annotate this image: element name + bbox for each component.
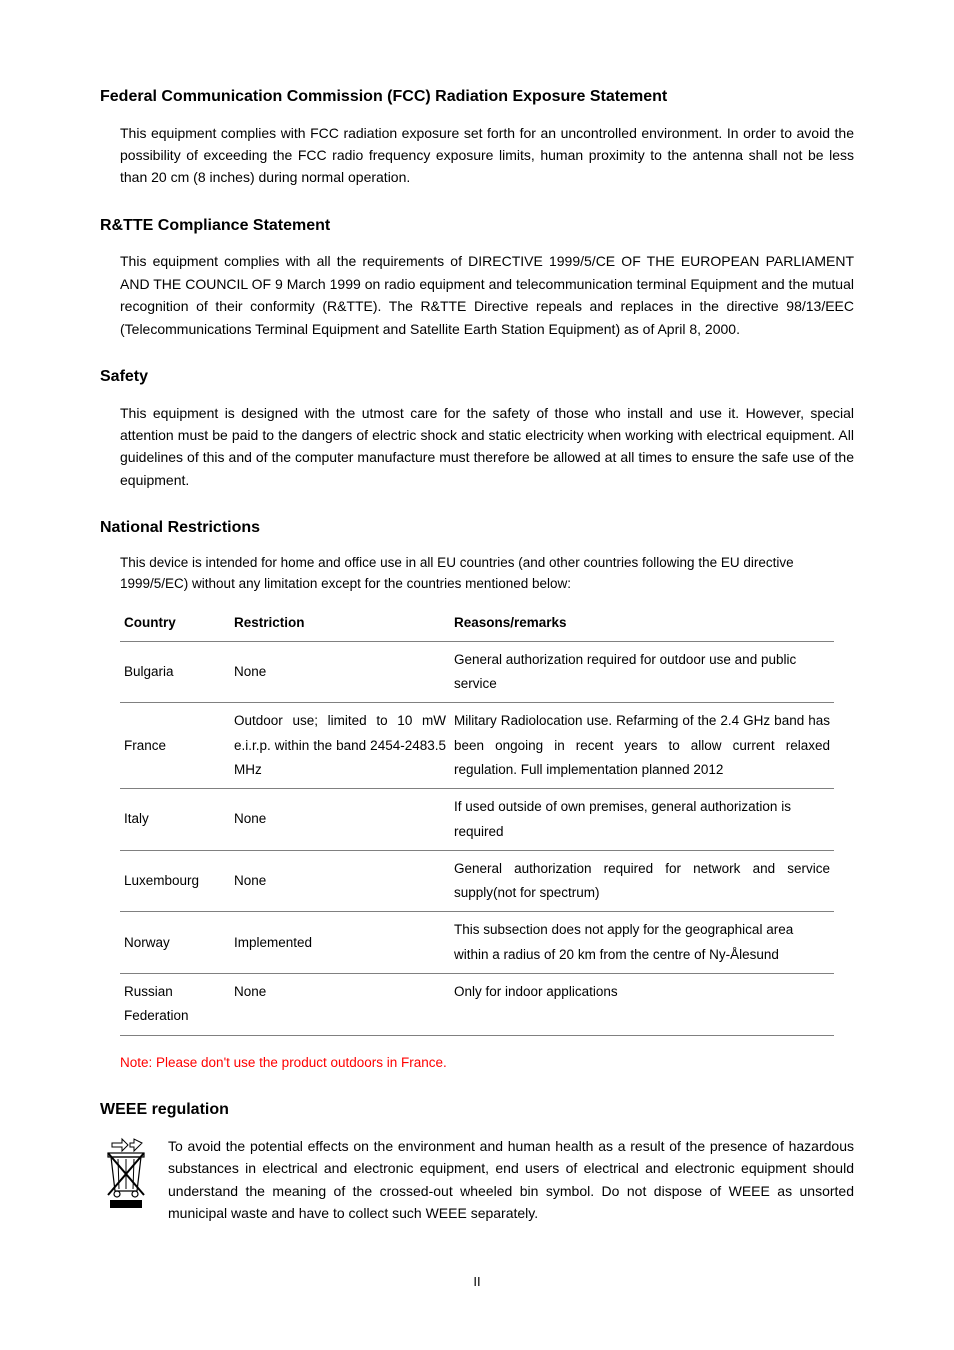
page-number: II xyxy=(100,1272,854,1293)
rtte-body: This equipment complies with all the req… xyxy=(120,250,854,340)
col-header-restriction: Restriction xyxy=(230,605,450,642)
table-row: FranceOutdoor use; limited to 10 mW e.i.… xyxy=(120,703,834,789)
cell-country: Russian Federation xyxy=(120,974,230,1036)
weee-heading: WEEE regulation xyxy=(100,1097,854,1123)
cell-restriction: None xyxy=(230,789,450,851)
cell-remarks: Only for indoor applications xyxy=(450,974,834,1036)
cell-country: Norway xyxy=(120,912,230,974)
col-header-country: Country xyxy=(120,605,230,642)
table-row: BulgariaNoneGeneral authorization requir… xyxy=(120,641,834,703)
cell-restriction: Outdoor use; limited to 10 mW e.i.r.p. w… xyxy=(230,703,450,789)
fcc-body: This equipment complies with FCC radiati… xyxy=(120,122,854,189)
weee-body: To avoid the potential effects on the en… xyxy=(168,1135,854,1225)
national-note: Note: Please don't use the product outdo… xyxy=(120,1052,854,1074)
col-header-remarks: Reasons/remarks xyxy=(450,605,834,642)
table-row: Russian FederationNoneOnly for indoor ap… xyxy=(120,974,834,1036)
cell-remarks: General authorization required for netwo… xyxy=(450,850,834,912)
cell-country: Luxembourg xyxy=(120,850,230,912)
cell-remarks: General authorization required for outdo… xyxy=(450,641,834,703)
cell-remarks: If used outside of own premises, general… xyxy=(450,789,834,851)
cell-country: France xyxy=(120,703,230,789)
national-heading: National Restrictions xyxy=(100,515,854,541)
table-row: LuxembourgNoneGeneral authorization requ… xyxy=(120,850,834,912)
restrictions-table: Country Restriction Reasons/remarks Bulg… xyxy=(120,605,834,1036)
weee-section: To avoid the potential effects on the en… xyxy=(100,1135,854,1225)
cell-restriction: None xyxy=(230,641,450,703)
national-intro: This device is intended for home and off… xyxy=(120,553,854,595)
table-row: NorwayImplementedThis subsection does no… xyxy=(120,912,834,974)
safety-heading: Safety xyxy=(100,364,854,390)
table-row: ItalyNoneIf used outside of own premises… xyxy=(120,789,834,851)
cell-remarks: This subsection does not apply for the g… xyxy=(450,912,834,974)
safety-body: This equipment is designed with the utmo… xyxy=(120,402,854,492)
cell-restriction: None xyxy=(230,850,450,912)
cell-restriction: None xyxy=(230,974,450,1036)
cell-country: Bulgaria xyxy=(120,641,230,703)
cell-remarks: Military Radiolocation use. Refarming of… xyxy=(450,703,834,789)
weee-bin-icon xyxy=(100,1137,152,1215)
fcc-heading: Federal Communication Commission (FCC) R… xyxy=(100,84,854,110)
rtte-heading: R&TTE Compliance Statement xyxy=(100,213,854,239)
cell-country: Italy xyxy=(120,789,230,851)
cell-restriction: Implemented xyxy=(230,912,450,974)
